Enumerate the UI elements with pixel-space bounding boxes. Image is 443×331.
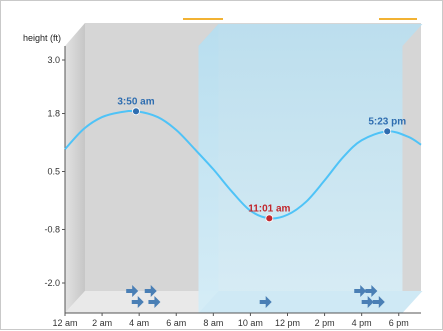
- current-arrow-icon: [365, 285, 378, 297]
- daytime-back-face: [198, 24, 423, 313]
- x-tick-label: 2 pm: [315, 318, 335, 328]
- y-tick-label: 1.8: [47, 109, 60, 119]
- low-tide-label: 11:01 am: [248, 203, 290, 214]
- tide-curve-line: [64, 109, 422, 220]
- y-tick-label: -2.0: [44, 278, 60, 288]
- current-arrow-icon: [372, 296, 385, 308]
- x-axis: 12 am 2 am 4 am 6 am 8 am 10 am 12 pm 2 pm 4 pm 6…: [52, 312, 421, 328]
- y-tick-label: 3.0: [47, 55, 60, 65]
- current-arrow-icon: [361, 296, 374, 308]
- chart-background: [65, 18, 423, 313]
- x-tick-label: 10 am: [238, 318, 263, 328]
- y-axis-title: height (ft): [23, 33, 61, 43]
- high-tide-marker[interactable]: [132, 107, 140, 116]
- y-tick-label: -0.8: [44, 224, 60, 234]
- x-tick-label: 4 pm: [352, 318, 372, 328]
- x-tick-label: 6 am: [166, 318, 186, 328]
- y-axis: height (ft) 3.0 1.8 0.5 -0.8 -2.0: [23, 33, 66, 313]
- current-arrow-icon: [131, 296, 144, 308]
- current-arrows: [126, 285, 385, 308]
- current-arrow-icon: [148, 296, 161, 308]
- current-arrow-icon: [354, 285, 367, 297]
- current-arrow-icon: [126, 285, 139, 297]
- y-tick-label: 0.5: [47, 167, 60, 177]
- x-tick-label: 6 pm: [389, 318, 409, 328]
- daytime-floor: [198, 291, 423, 313]
- x-tick-label: 12 am: [52, 318, 77, 328]
- x-tick-label: 12 pm: [275, 318, 300, 328]
- night-left-wall: [65, 23, 85, 313]
- x-tick-label: 4 am: [129, 318, 149, 328]
- current-arrow-icon: [144, 285, 157, 297]
- high-tide-marker[interactable]: [383, 127, 392, 136]
- high-tide-label: 3:50 am: [117, 96, 154, 107]
- x-tick-label: 2 am: [92, 318, 112, 328]
- low-tide-marker[interactable]: [265, 214, 274, 223]
- current-arrow-icon: [259, 296, 272, 308]
- x-tick-label: 8 am: [203, 318, 223, 328]
- high-tide-label: 5:23 pm: [368, 116, 406, 127]
